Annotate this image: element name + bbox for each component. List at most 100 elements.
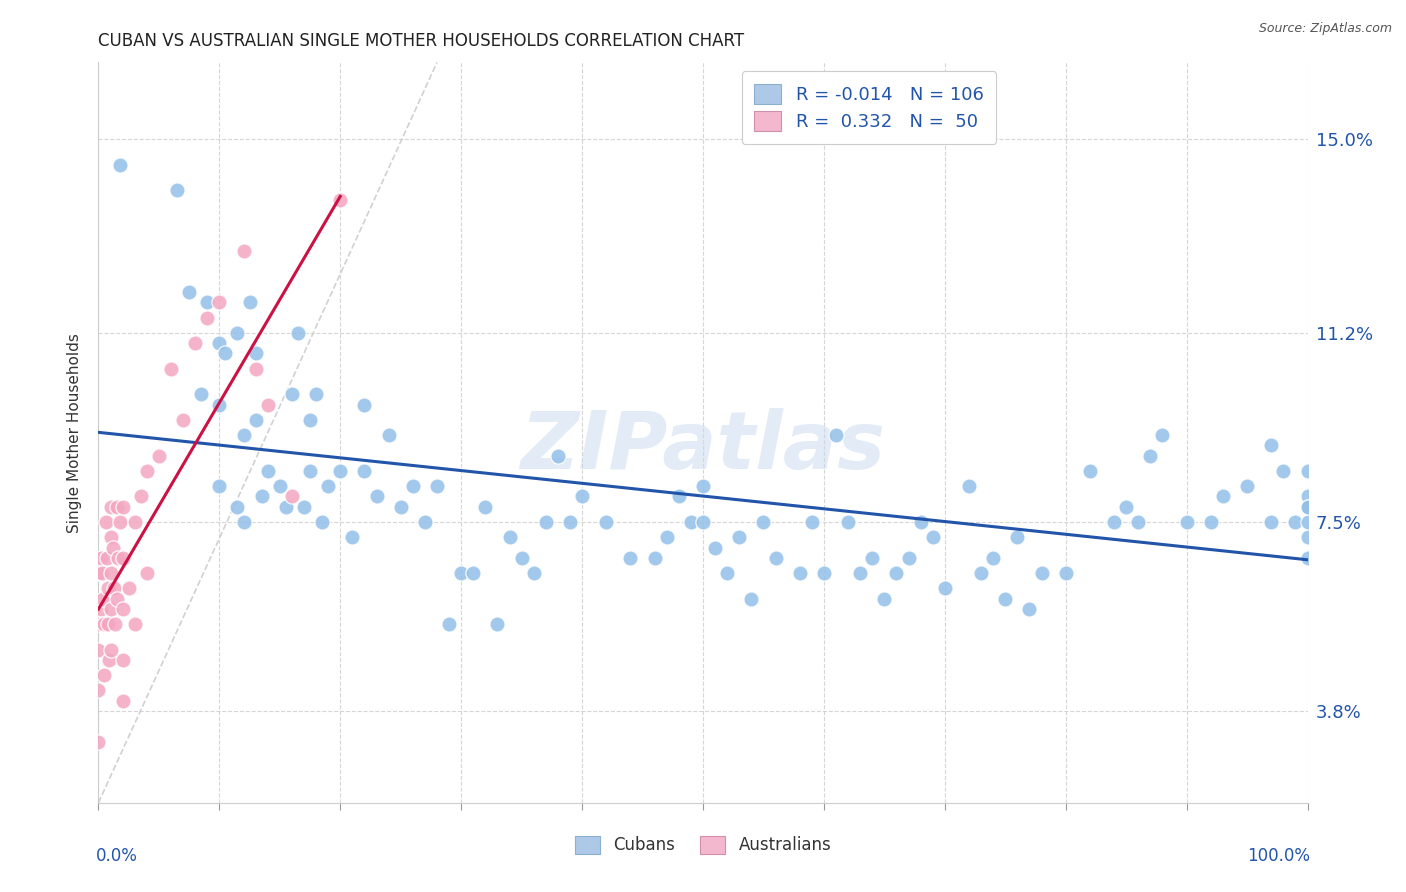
Point bbox=[981, 550, 1004, 565]
Point bbox=[287, 326, 309, 340]
Point bbox=[111, 653, 134, 667]
Point bbox=[1212, 490, 1234, 504]
Point bbox=[100, 500, 122, 514]
Point bbox=[619, 550, 641, 565]
Point bbox=[97, 582, 120, 596]
Point bbox=[91, 566, 114, 580]
Point bbox=[342, 530, 364, 544]
Point bbox=[311, 515, 333, 529]
Point bbox=[305, 387, 328, 401]
Point bbox=[135, 566, 157, 580]
Point bbox=[1272, 464, 1295, 478]
Point bbox=[107, 550, 129, 565]
Point bbox=[105, 591, 128, 606]
Point bbox=[91, 591, 114, 606]
Point bbox=[692, 479, 714, 493]
Point bbox=[100, 530, 122, 544]
Y-axis label: Single Mother Households: Single Mother Households bbox=[67, 333, 83, 533]
Point bbox=[208, 295, 231, 310]
Point bbox=[214, 346, 236, 360]
Point bbox=[184, 336, 207, 351]
Point bbox=[1078, 464, 1101, 478]
Point bbox=[100, 601, 122, 615]
Point bbox=[1139, 449, 1161, 463]
Point bbox=[668, 490, 690, 504]
Text: 0.0%: 0.0% bbox=[96, 847, 138, 865]
Point bbox=[100, 642, 122, 657]
Point bbox=[860, 550, 883, 565]
Point bbox=[94, 515, 117, 529]
Point bbox=[226, 500, 249, 514]
Point bbox=[704, 541, 727, 555]
Point bbox=[1260, 438, 1282, 452]
Point bbox=[299, 413, 322, 427]
Point bbox=[402, 479, 425, 493]
Point bbox=[366, 490, 388, 504]
Point bbox=[135, 464, 157, 478]
Point bbox=[100, 566, 122, 580]
Point bbox=[103, 582, 125, 596]
Point bbox=[232, 428, 254, 442]
Text: ZIPatlas: ZIPatlas bbox=[520, 409, 886, 486]
Point bbox=[105, 500, 128, 514]
Point bbox=[1054, 566, 1077, 580]
Point bbox=[172, 413, 194, 427]
Point bbox=[1175, 515, 1198, 529]
Point bbox=[644, 550, 666, 565]
Point bbox=[108, 157, 131, 171]
Point bbox=[1296, 500, 1319, 514]
Point bbox=[813, 566, 835, 580]
Point bbox=[1007, 530, 1029, 544]
Point bbox=[208, 479, 231, 493]
Point bbox=[108, 515, 131, 529]
Point bbox=[111, 500, 134, 514]
Point bbox=[195, 310, 218, 325]
Point bbox=[740, 591, 762, 606]
Point bbox=[547, 449, 569, 463]
Text: 100.0%: 100.0% bbox=[1247, 847, 1310, 865]
Point bbox=[239, 295, 262, 310]
Point bbox=[752, 515, 775, 529]
Point bbox=[90, 550, 112, 565]
Point bbox=[226, 326, 249, 340]
Point bbox=[232, 515, 254, 529]
Point bbox=[97, 617, 120, 632]
Point bbox=[1199, 515, 1222, 529]
Point bbox=[1115, 500, 1137, 514]
Point bbox=[87, 734, 110, 748]
Point bbox=[800, 515, 823, 529]
Point bbox=[692, 515, 714, 529]
Point bbox=[558, 515, 581, 529]
Point bbox=[934, 582, 956, 596]
Point bbox=[101, 541, 124, 555]
Point bbox=[534, 515, 557, 529]
Point bbox=[837, 515, 859, 529]
Point bbox=[256, 464, 278, 478]
Point bbox=[166, 183, 188, 197]
Point bbox=[129, 490, 152, 504]
Point bbox=[970, 566, 993, 580]
Point bbox=[96, 550, 118, 565]
Point bbox=[463, 566, 485, 580]
Point bbox=[148, 449, 170, 463]
Point bbox=[413, 515, 436, 529]
Point bbox=[87, 617, 110, 632]
Point bbox=[825, 428, 848, 442]
Point bbox=[269, 479, 291, 493]
Point bbox=[245, 346, 267, 360]
Point bbox=[897, 550, 920, 565]
Point bbox=[523, 566, 546, 580]
Point bbox=[1296, 530, 1319, 544]
Point bbox=[190, 387, 212, 401]
Point bbox=[329, 194, 352, 208]
Text: CUBAN VS AUSTRALIAN SINGLE MOTHER HOUSEHOLDS CORRELATION CHART: CUBAN VS AUSTRALIAN SINGLE MOTHER HOUSEH… bbox=[98, 32, 745, 50]
Point bbox=[292, 500, 315, 514]
Point bbox=[111, 694, 134, 708]
Point bbox=[316, 479, 339, 493]
Point bbox=[1102, 515, 1125, 529]
Point bbox=[281, 490, 304, 504]
Point bbox=[160, 361, 183, 376]
Point bbox=[498, 530, 520, 544]
Point bbox=[1296, 464, 1319, 478]
Point bbox=[329, 464, 352, 478]
